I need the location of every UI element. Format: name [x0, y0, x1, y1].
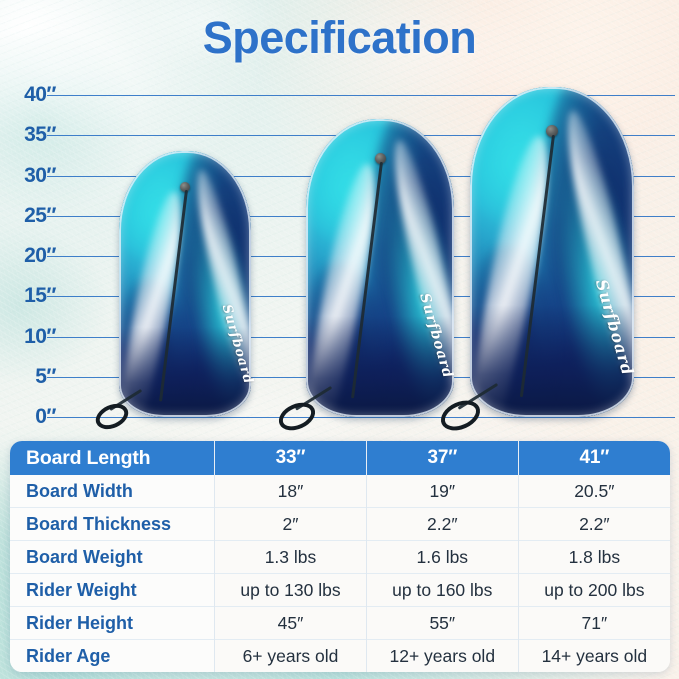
axis-tick-label-0: 0″ — [35, 405, 56, 428]
specification-table: Board Length 33″ 37″ 41″ Board Width 18″ 1… — [10, 441, 670, 672]
row-label: Rider Height — [10, 606, 215, 640]
table-row: Rider Age 6+ years old 12+ years old 14+ ye… — [10, 639, 670, 672]
cell-value: 2.2″ — [517, 507, 670, 541]
cell-value: 6+ years old — [214, 639, 367, 672]
cell-value: 14+ years old — [517, 639, 670, 672]
board-rail-edge — [306, 119, 454, 417]
table-row: Board Width 18″ 19″ 20.5″ — [10, 475, 670, 508]
leash-plug — [180, 181, 190, 192]
board-body — [306, 119, 454, 417]
board-rail-edge — [470, 86, 634, 417]
board-medium: Surfboard — [294, 119, 456, 417]
cell-value: up to 130 lbs — [214, 573, 367, 607]
gridline-0 — [47, 417, 675, 418]
column-header-board-length: Board Length — [10, 441, 215, 475]
column-header-41: 41″ — [517, 441, 670, 475]
cell-value: 1.3 lbs — [214, 540, 367, 574]
table-row: Board Weight 1.3 lbs 1.6 lbs 1.8 lbs — [10, 540, 670, 574]
cell-value: 18″ — [214, 475, 367, 508]
cell-value: 1.6 lbs — [365, 540, 519, 574]
cell-value: up to 200 lbs — [517, 573, 670, 607]
cell-value: 55″ — [365, 606, 519, 640]
board-large: Surfboard — [457, 86, 638, 417]
cell-value: 71″ — [517, 606, 670, 640]
board-rail-edge — [119, 151, 251, 417]
table-header-row: Board Length 33″ 37″ 41″ — [10, 441, 670, 475]
cell-value: 1.8 lbs — [517, 540, 670, 574]
axis-tick-label-40: 40″ — [24, 83, 56, 106]
leash-plug — [546, 124, 558, 137]
row-label: Board Weight — [10, 540, 215, 574]
axis-tick-label-10: 10″ — [24, 324, 56, 348]
table-row: Board Thickness 2″ 2.2″ 2.2″ — [10, 507, 670, 541]
cell-value: 20.5″ — [517, 475, 670, 508]
table-row: Rider Height 45″ 55″ 71″ — [10, 606, 670, 640]
cell-value: up to 160 lbs — [365, 573, 519, 607]
row-label: Rider Weight — [10, 573, 215, 607]
axis-tick-label-20: 20″ — [24, 244, 56, 267]
axis-tick-label-35: 35″ — [24, 123, 56, 147]
gridline-40 — [47, 95, 675, 96]
table-row: Rider Weight up to 130 lbs up to 160 lbs up… — [10, 573, 670, 607]
axis-tick-label-25: 25″ — [24, 203, 56, 227]
table-body: Board Width 18″ 19″ 20.5″ Board Thickness 2″ 2… — [10, 475, 670, 672]
row-label: Board Width — [10, 475, 215, 508]
axis-tick-label-30: 30″ — [24, 163, 56, 187]
leash-plug — [374, 153, 386, 165]
cell-value: 45″ — [214, 606, 367, 640]
row-label: Rider Age — [10, 639, 215, 672]
axis-tick-label-15: 15″ — [24, 284, 56, 308]
column-header-37: 37″ — [365, 441, 519, 475]
page-title: Specification — [202, 12, 477, 63]
axis-tick-label-5: 5″ — [35, 364, 56, 388]
column-header-33: 33″ — [214, 441, 367, 475]
cell-value: 2″ — [214, 507, 367, 541]
board-small: Surfboard — [109, 151, 255, 417]
cell-value: 19″ — [365, 475, 519, 508]
row-label: Board Thickness — [10, 507, 215, 541]
cell-value: 12+ years old — [365, 639, 519, 672]
cell-value: 2.2″ — [365, 507, 519, 541]
measurement-chart: 40″ 35″ 30″ 25″ 20″ 15″ 10″ 5″ 0″ Surfboard Surfbo… — [24, 83, 675, 437]
